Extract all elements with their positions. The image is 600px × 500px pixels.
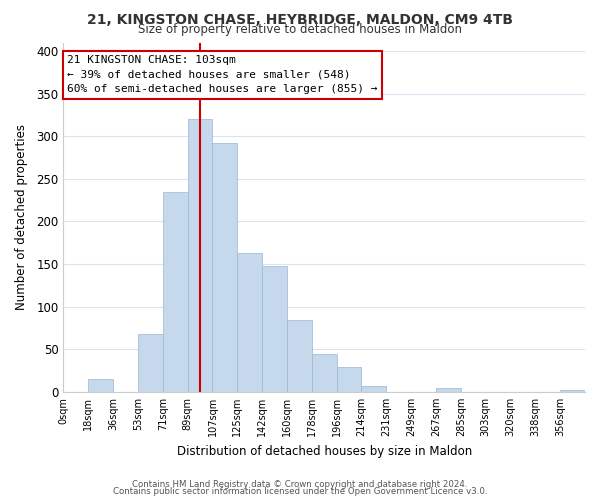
Bar [337, 367, 361, 392]
Bar [163, 192, 188, 392]
Text: 21 KINGSTON CHASE: 103sqm
← 39% of detached houses are smaller (548)
60% of semi: 21 KINGSTON CHASE: 103sqm ← 39% of detac… [67, 56, 377, 94]
X-axis label: Distribution of detached houses by size in Maldon: Distribution of detached houses by size … [176, 444, 472, 458]
Y-axis label: Number of detached properties: Number of detached properties [15, 124, 28, 310]
Text: Contains public sector information licensed under the Open Government Licence v3: Contains public sector information licen… [113, 487, 487, 496]
Text: Size of property relative to detached houses in Maldon: Size of property relative to detached ho… [138, 22, 462, 36]
Bar [88, 379, 113, 392]
Bar [312, 354, 337, 392]
Bar [436, 388, 461, 392]
Text: Contains HM Land Registry data © Crown copyright and database right 2024.: Contains HM Land Registry data © Crown c… [132, 480, 468, 489]
Bar [237, 253, 262, 392]
Bar [138, 334, 163, 392]
Bar [212, 143, 237, 392]
Bar [287, 320, 312, 392]
Bar [262, 266, 287, 392]
Bar [560, 390, 585, 392]
Bar [361, 386, 386, 392]
Bar [188, 119, 212, 392]
Text: 21, KINGSTON CHASE, HEYBRIDGE, MALDON, CM9 4TB: 21, KINGSTON CHASE, HEYBRIDGE, MALDON, C… [87, 12, 513, 26]
